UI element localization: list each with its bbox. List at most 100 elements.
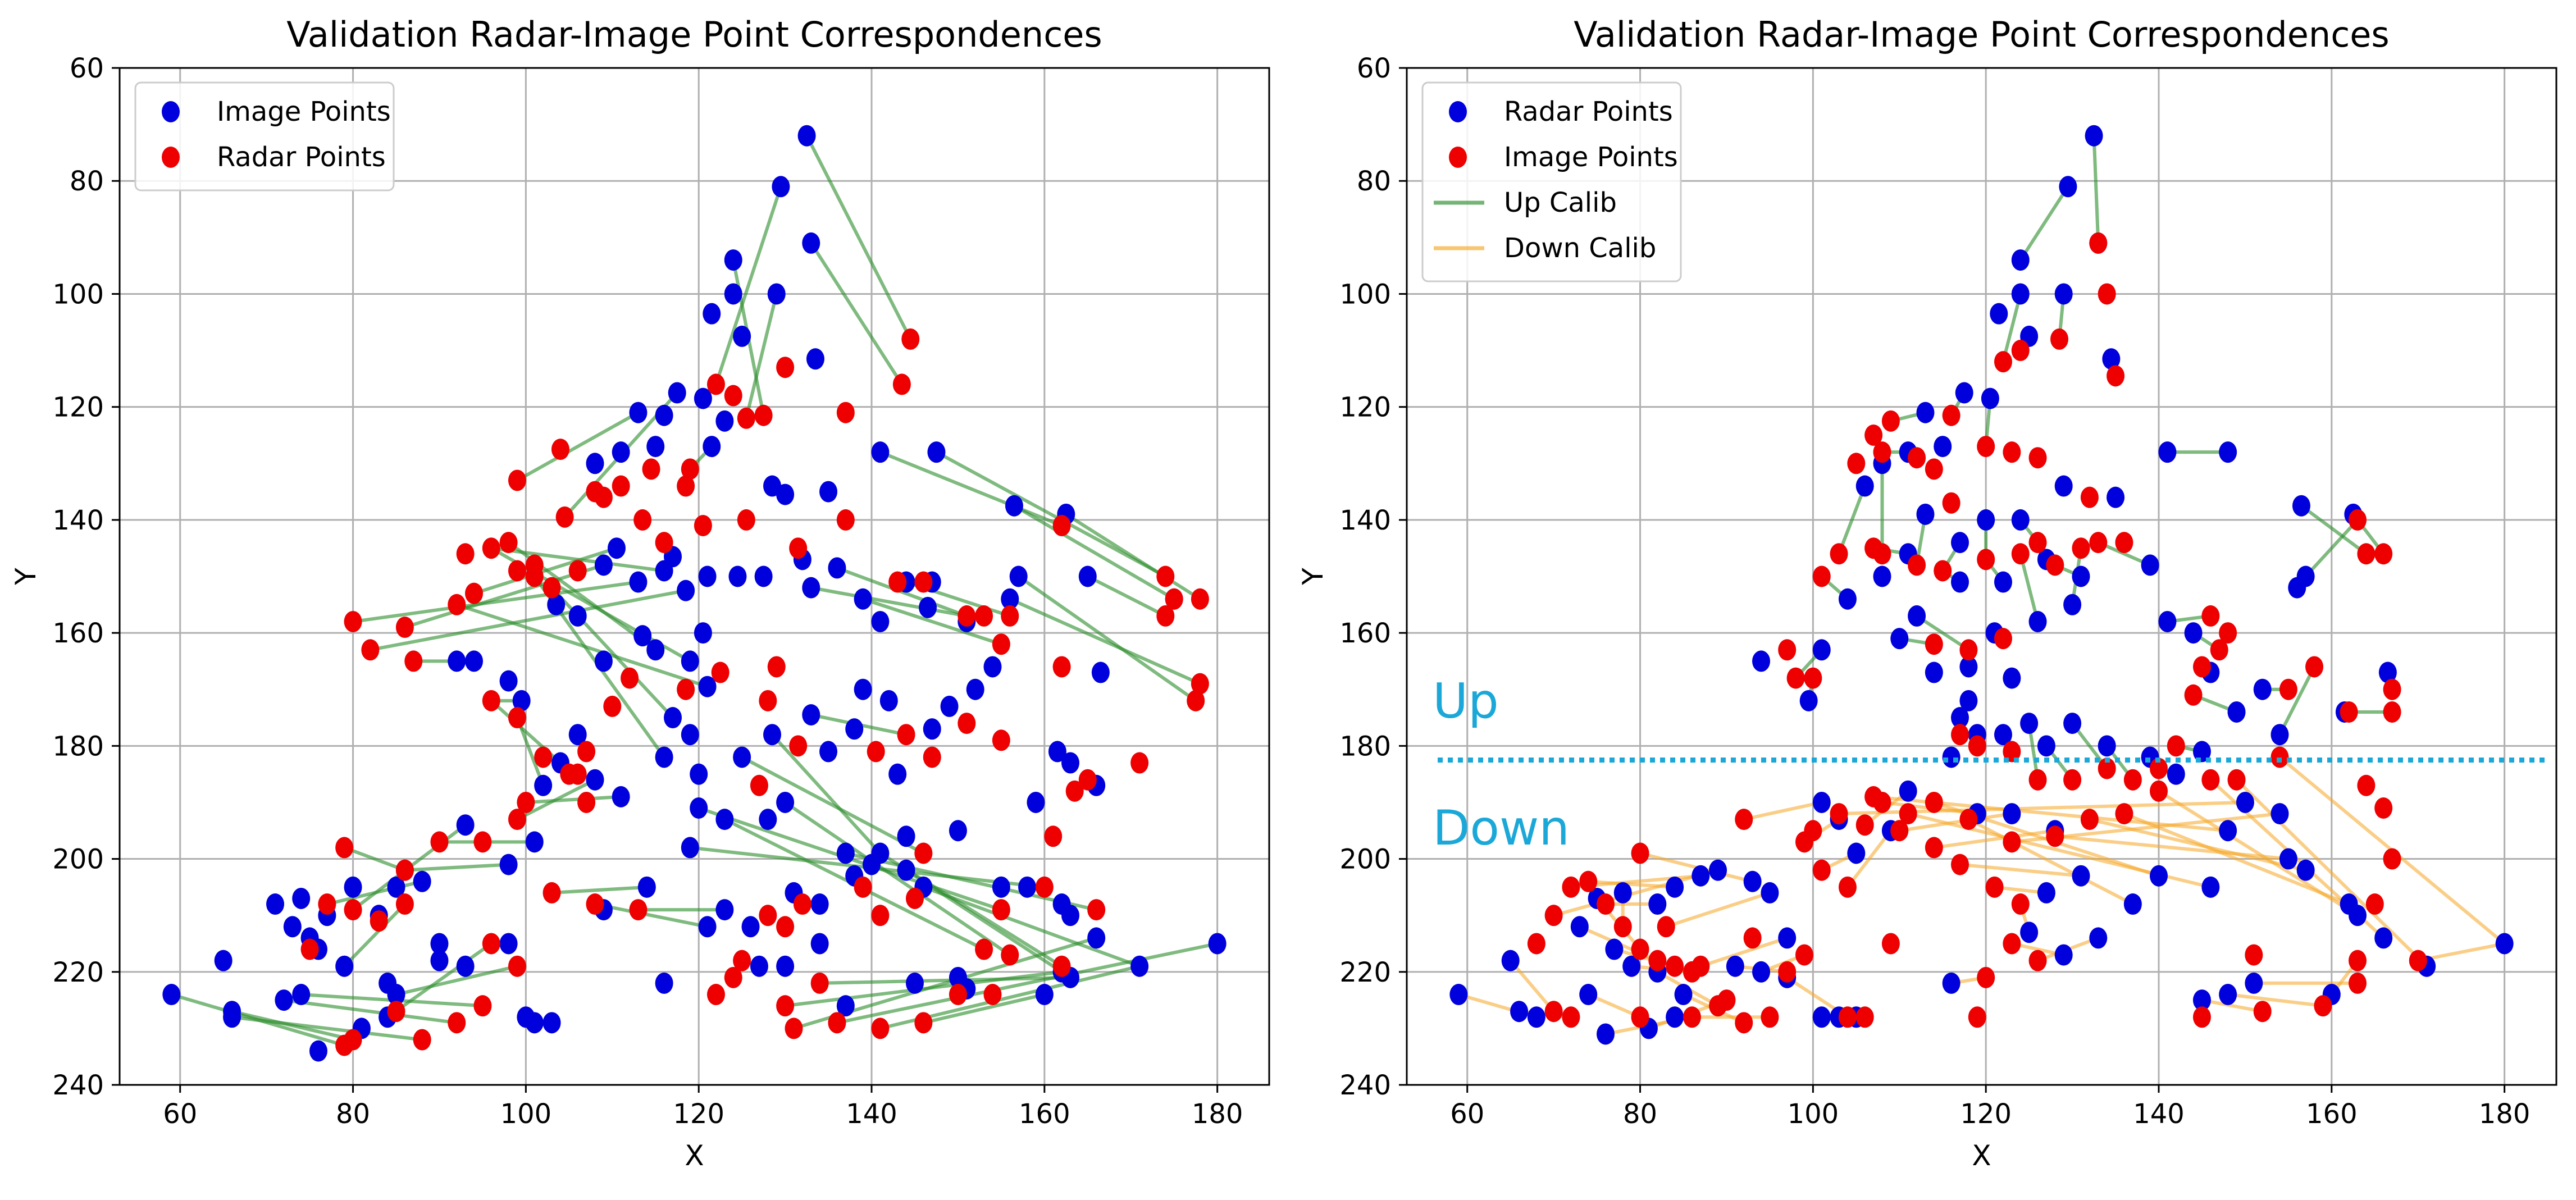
- left-chart-radar-point-marker: [1187, 690, 1205, 711]
- right-chart-radar-point-marker: [1761, 882, 1779, 904]
- left-chart-image-point-marker: [1091, 661, 1110, 683]
- left-chart-image-point-marker: [836, 842, 855, 864]
- left-chart-correspondence-lines-line: [515, 410, 640, 482]
- right-chart-y-tick-label: 100: [1339, 279, 1391, 310]
- right-chart-radar-point-marker: [1981, 387, 1999, 409]
- left-chart-correspondence-lines-line: [1016, 574, 1198, 702]
- right-chart-image-point-marker: [1968, 1006, 1986, 1028]
- right-chart-image-point-marker: [1942, 404, 1961, 426]
- right-chart-radar-point-marker: [1812, 1006, 1831, 1028]
- left-chart-radar-point-marker: [733, 950, 751, 971]
- right-chart-radar-point-marker: [1605, 938, 1624, 960]
- right-chart-image-point-marker: [2253, 1001, 2272, 1023]
- left-chart-radar-point-marker: [1156, 605, 1175, 627]
- right-chart-legend-image-points-swatch: [1449, 147, 1467, 168]
- left-chart-radar-point-marker: [1052, 955, 1071, 977]
- left-chart-image-point-marker: [512, 690, 531, 711]
- right-chart-radar-point-marker: [2219, 984, 2237, 1006]
- right-chart-radar-point-marker: [2054, 944, 2073, 966]
- right-chart-image-point-marker: [2365, 893, 2384, 915]
- left-chart-image-point-marker: [854, 678, 872, 700]
- left-chart-radar-point-marker: [448, 594, 466, 615]
- left-chart-radar-point-marker: [499, 532, 518, 554]
- left-chart-image-point-marker: [819, 741, 838, 763]
- left-chart-image-point-marker: [646, 436, 665, 458]
- left-chart-image-point-marker: [448, 650, 466, 672]
- right-chart-x-tick-label: 160: [2306, 1098, 2358, 1130]
- left-chart-correspondence-lines-line: [809, 241, 904, 386]
- left-chart-radar-point-marker: [1044, 825, 1063, 847]
- left-chart-image-point-marker: [568, 605, 587, 627]
- left-chart-radar-point-marker: [711, 661, 730, 683]
- right-chart-up-calib-line: [1915, 614, 1971, 652]
- right-chart-y-tick-label: 180: [1339, 731, 1391, 762]
- left-chart-radar-point-marker: [914, 1012, 933, 1034]
- left-chart-image-point-marker: [1130, 955, 1149, 977]
- left-chart-image-point-marker: [724, 283, 742, 305]
- left-chart-image-point-marker: [772, 176, 790, 198]
- right-chart-image-point-marker: [2270, 746, 2289, 768]
- left-chart-image-point-marker: [586, 769, 604, 791]
- left-chart-radar-point-marker: [603, 695, 622, 717]
- left-chart-image-point-marker: [698, 565, 717, 587]
- right-chart-image-point-marker: [2028, 532, 2047, 554]
- left-chart-image-point-marker: [983, 656, 1002, 678]
- right-chart-image-point-marker: [2314, 995, 2332, 1017]
- left-chart-radar-point-marker: [724, 385, 742, 407]
- left-chart-radar-point-marker: [1191, 673, 1209, 695]
- left-chart-image-point-marker: [1005, 495, 1023, 517]
- left-chart-image-point-marker: [681, 650, 699, 672]
- left-chart-image-point-marker: [690, 797, 708, 819]
- right-chart-image-point-marker: [1544, 1001, 1563, 1023]
- right-chart-image-point-marker: [1830, 543, 1848, 565]
- left-chart-correspondence-lines-line: [282, 998, 459, 1025]
- right-chart-radar-point-marker: [2236, 791, 2254, 813]
- left-chart-radar-point-marker: [395, 617, 414, 638]
- left-chart-y-tick-label: 80: [70, 166, 104, 197]
- right-chart-image-point-marker: [2011, 893, 2030, 915]
- left-chart-radar-point-marker: [776, 995, 795, 1017]
- right-chart-down-calib-line: [1508, 959, 1556, 1014]
- right-chart-radar-point-marker: [2253, 678, 2272, 700]
- right-chart-image-point-marker: [2245, 944, 2263, 966]
- left-chart-y-tick-label: 180: [52, 731, 104, 762]
- right-chart-radar-point-marker: [2158, 441, 2177, 463]
- left-chart-image-point-marker: [655, 746, 673, 768]
- left-chart-image-point-marker: [776, 955, 795, 977]
- right-chart-image-point-marker: [1804, 667, 1822, 689]
- right-chart-radar-point-marker: [1873, 565, 1891, 587]
- right-chart-image-point-marker: [2201, 769, 2220, 791]
- left-chart-image-point-marker: [802, 704, 820, 726]
- left-chart-radar-point-marker: [551, 439, 569, 460]
- left-chart-legend: Image Points Radar Points: [134, 81, 395, 191]
- right-chart-up-calib-line: [2096, 541, 2152, 567]
- left-chart-y-tick-label: 60: [70, 53, 104, 84]
- left-chart-image-point-marker: [888, 763, 907, 785]
- left-chart-radar-point-marker: [914, 571, 933, 593]
- right-chart-image-point-marker: [1562, 876, 1580, 898]
- right-chart-y-tick-label: 220: [1339, 957, 1391, 988]
- left-chart-radar-point-marker: [867, 741, 885, 763]
- left-chart-radar-point-marker: [975, 938, 993, 960]
- left-chart-radar-point-marker: [370, 910, 388, 932]
- right-chart-radar-point-marker: [1613, 882, 1632, 904]
- right-chart-radar-point-marker: [2192, 741, 2211, 763]
- right-chart-title: Validation Radar-Image Point Corresponde…: [1574, 14, 2389, 55]
- right-chart-image-point-marker: [2184, 684, 2203, 706]
- right-chart-x-tick-label: 140: [2133, 1098, 2185, 1130]
- right-chart-image-point-marker: [1873, 791, 1891, 813]
- left-chart-image-point-marker: [162, 984, 181, 1006]
- right-chart-image-point-marker: [2409, 950, 2427, 971]
- right-chart-radar-point-marker: [1666, 1006, 1684, 1028]
- left-chart-radar-point-marker: [905, 887, 924, 909]
- left-chart-radar-point-marker: [456, 543, 475, 565]
- left-chart-correspondence-lines-line: [809, 586, 969, 618]
- right-chart-image-point-marker: [1544, 905, 1563, 927]
- left-chart-radar-point-marker: [1078, 769, 1097, 791]
- left-chart-image-point-marker: [413, 870, 431, 892]
- right-chart-image-point-marker: [2383, 848, 2401, 870]
- right-chart-image-point-marker: [2003, 441, 2021, 463]
- right-chart-image-point-marker: [1925, 791, 1943, 813]
- left-chart-image-point-marker: [703, 436, 721, 458]
- left-chart-image-point-marker: [542, 1012, 561, 1034]
